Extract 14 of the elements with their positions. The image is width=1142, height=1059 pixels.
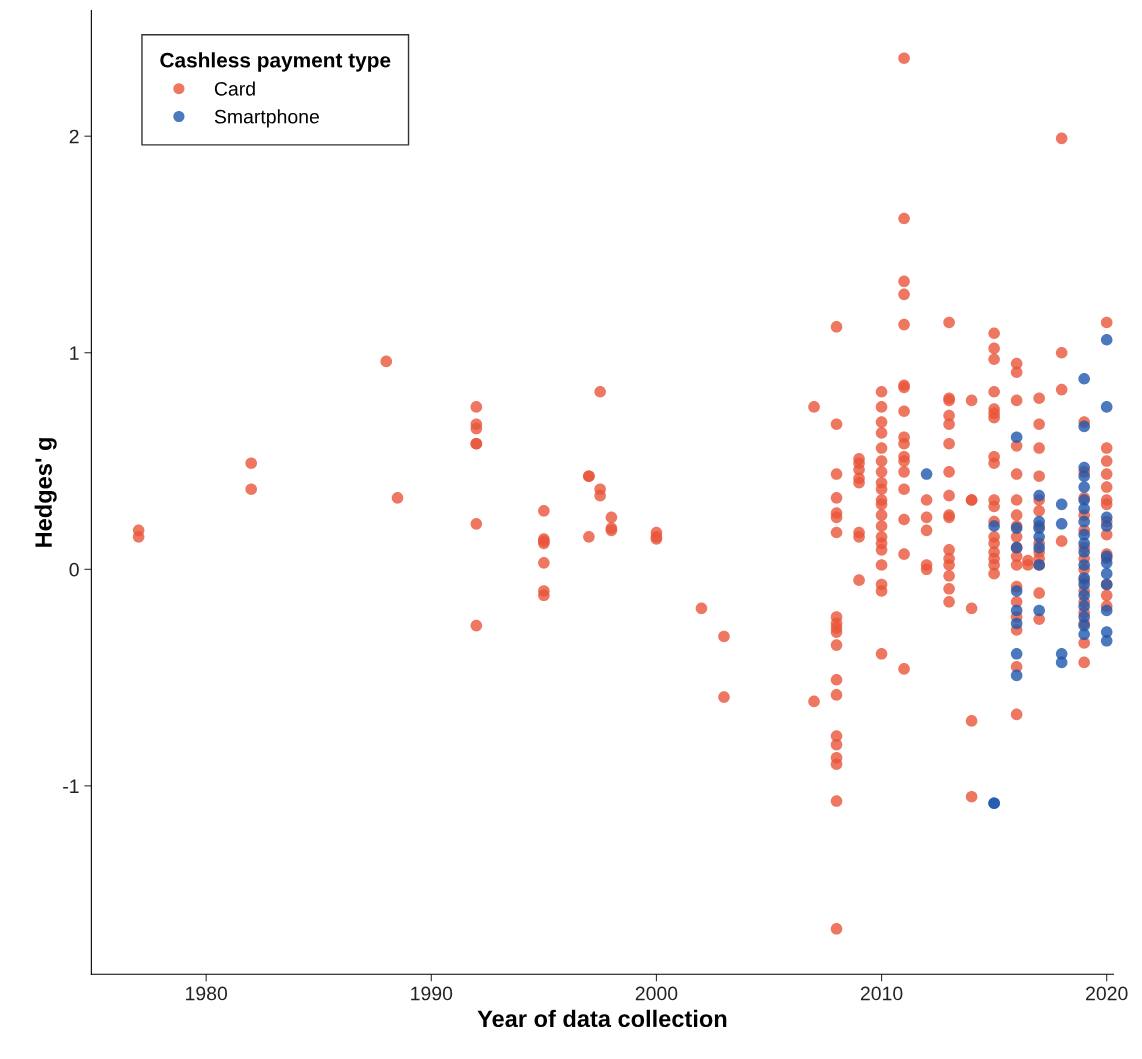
x-axis-title: Year of data collection (477, 1009, 727, 1028)
x-tick-label: 2020 (1086, 986, 1128, 1001)
legend-title: Cashless payment type (160, 52, 391, 72)
x-tick-label: 2010 (860, 986, 903, 1001)
y-tick-label: 1 (70, 346, 79, 360)
y-axis-title: Hedges' g (34, 438, 57, 547)
x-tick-label: 2000 (635, 986, 678, 1001)
y-tick-label: 0 (69, 562, 79, 577)
y-tick-label: 2 (69, 129, 79, 144)
x-tick-label: 1990 (411, 986, 453, 1001)
legend-label: Card (214, 81, 255, 96)
y-tick-label: -1 (63, 779, 79, 793)
legend-label: Smartphone (214, 109, 319, 128)
x-tick-label: 1980 (186, 986, 228, 1001)
